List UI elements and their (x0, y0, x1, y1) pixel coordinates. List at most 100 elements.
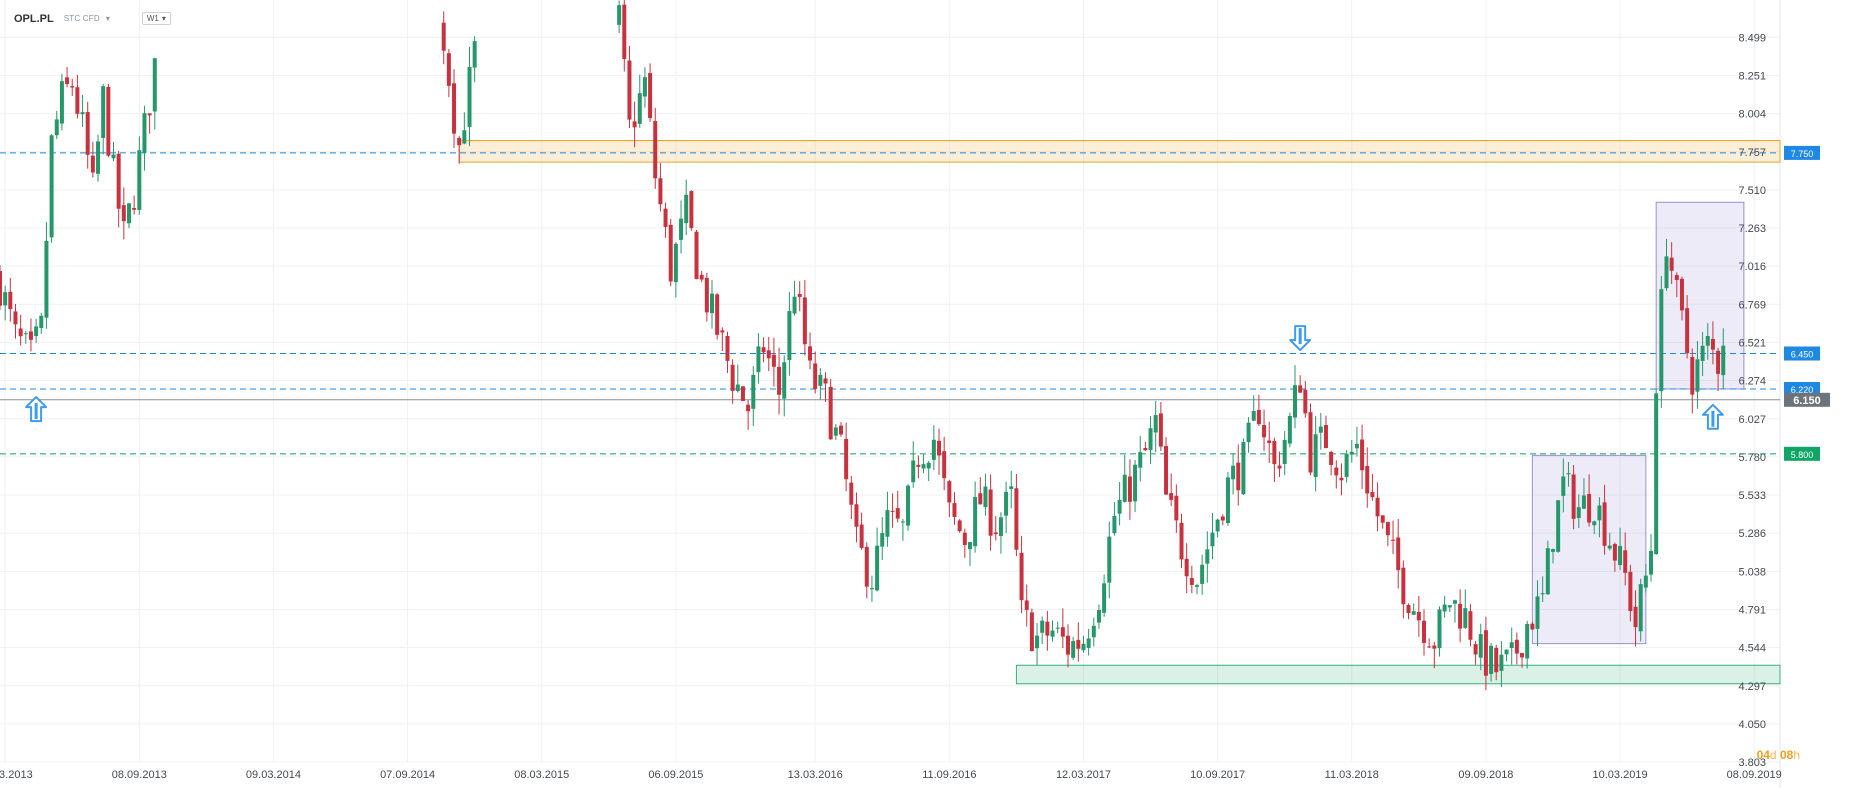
candle-body (80, 112, 85, 115)
x-tick-label: 08.09.2013 (112, 769, 167, 781)
candle-body (844, 438, 849, 480)
candle-body (1391, 539, 1396, 541)
y-tick-label: 7.263 (1738, 223, 1766, 235)
candle-body (1695, 359, 1700, 392)
candle-body (988, 489, 993, 536)
candle-body (1571, 474, 1576, 519)
candle-body (1339, 477, 1344, 481)
candle-body (111, 154, 116, 159)
candle-body (1679, 278, 1684, 311)
candle-body (467, 66, 472, 127)
y-tick-label: 6.027 (1738, 414, 1766, 426)
candle-body (1179, 522, 1184, 560)
candle-body (1406, 605, 1411, 614)
candle-body (1060, 627, 1065, 637)
candle-body (1096, 610, 1101, 623)
candle-body (1442, 604, 1447, 612)
candle-body (96, 141, 101, 174)
candle-body (1117, 499, 1122, 514)
candle-body (1576, 507, 1581, 518)
countdown-days: 04 (1756, 748, 1770, 762)
candle-body (1122, 474, 1127, 502)
candle-body (1277, 465, 1282, 469)
y-tick-label: 6.769 (1738, 299, 1766, 311)
candle-body (1447, 605, 1452, 608)
candle-body (1354, 443, 1359, 449)
candle-body (1215, 519, 1220, 532)
candle-body (3, 292, 8, 306)
candle-body (70, 86, 75, 88)
candle-body (1385, 522, 1390, 536)
candle-body (962, 532, 967, 545)
candle-body (1432, 645, 1437, 649)
level-tag (1784, 446, 1820, 461)
candle-body (1581, 495, 1586, 509)
candle-body (900, 521, 905, 523)
candle-body (1174, 495, 1179, 521)
candle-body (1633, 606, 1638, 628)
candle-body (1267, 440, 1272, 443)
y-tick-label: 7.510 (1738, 185, 1766, 197)
candle-body (648, 73, 653, 119)
candle-body (658, 178, 663, 205)
candle-body (1334, 467, 1339, 476)
candle-body (1638, 584, 1643, 632)
x-tick-label: 11.09.2016 (922, 769, 976, 781)
candle-body (797, 293, 802, 297)
candle-body (1649, 550, 1654, 575)
candle-body (1205, 549, 1210, 564)
candle-body (1262, 425, 1267, 438)
candle-body (1628, 571, 1633, 612)
level-tag (1784, 382, 1820, 397)
candle-body (1231, 465, 1236, 480)
candle-body (689, 191, 694, 229)
timeframe-selector[interactable]: W1 ▾ (141, 12, 171, 25)
candle-body (137, 150, 142, 210)
x-tick-label: 13.03.2016 (788, 769, 843, 781)
candle-body (808, 346, 813, 361)
level-label: 6.220 (1791, 385, 1814, 395)
candle-body (1200, 564, 1205, 584)
candle-body (1112, 515, 1117, 534)
candle-body (1169, 493, 1174, 500)
candle-body (1514, 639, 1519, 654)
candle-body (1241, 441, 1246, 495)
candle-body (1272, 440, 1277, 465)
price-axis: 3.803 4.050 4.297 4.544 4.791 5.038 5.286 5.533… (1738, 32, 1766, 769)
candle-body (116, 153, 121, 209)
candle-body (90, 155, 95, 173)
candle-body (1422, 620, 1426, 643)
candle-body (1545, 548, 1550, 595)
chevron-down-icon[interactable]: ▾ (105, 14, 110, 23)
candle-body (1566, 473, 1571, 475)
candle-countdown: 04d 08h (1757, 748, 1800, 762)
candle-body (906, 485, 911, 526)
candle-body (782, 362, 787, 399)
candle-body (890, 510, 895, 512)
candle-body (1365, 465, 1370, 494)
x-tick-label: 10.09.2017 (1190, 769, 1245, 781)
level-tag (1784, 145, 1820, 160)
candle-body (1612, 544, 1617, 561)
candle-body (1210, 532, 1215, 547)
candle-body (1143, 447, 1148, 451)
candle-body (632, 121, 637, 128)
candle-body (1349, 451, 1354, 455)
candle-body (1091, 625, 1096, 638)
candle-body (18, 328, 23, 337)
chart-zones (458, 140, 1781, 685)
y-tick-label: 4.050 (1738, 719, 1766, 731)
candle-body (147, 113, 152, 116)
candle-body (23, 333, 28, 335)
candle-body (121, 205, 126, 222)
candle-body (1029, 612, 1034, 652)
candle-body (1370, 492, 1375, 498)
candle-body (937, 440, 942, 456)
candle-body (823, 378, 828, 384)
candle-body (1592, 521, 1597, 526)
candle-body (75, 87, 80, 114)
candle-body (1220, 516, 1225, 521)
candle-body (446, 53, 451, 86)
candle-body (1158, 413, 1163, 447)
